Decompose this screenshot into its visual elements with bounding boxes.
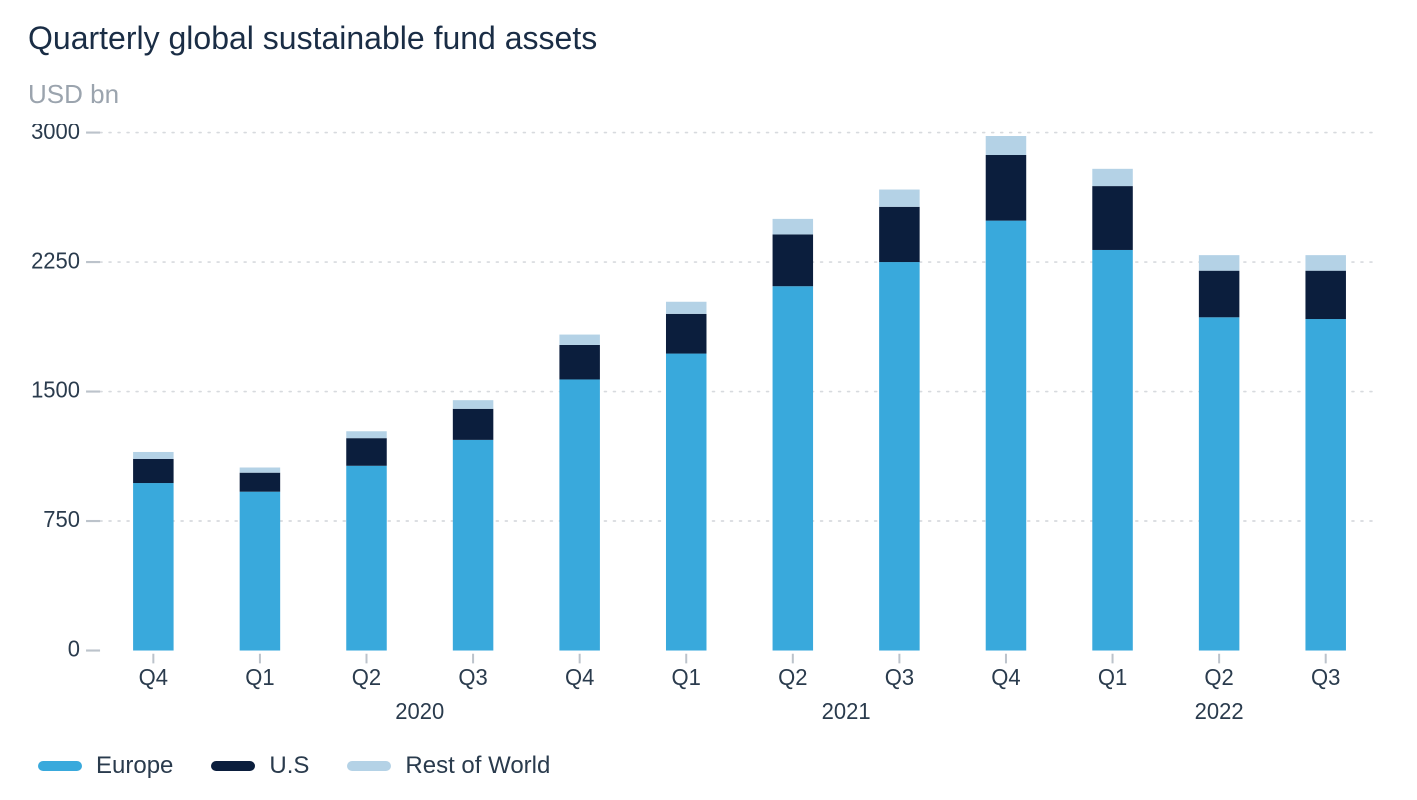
x-axis-quarter-label: Q3 — [458, 663, 487, 690]
x-axis-year-label: 2022 — [1195, 697, 1244, 724]
y-axis-label: 750 — [43, 506, 80, 533]
chart-legend: Europe U.S Rest of World — [28, 752, 1389, 780]
bar-segment — [986, 136, 1026, 155]
bar-segment — [346, 466, 386, 651]
bar-segment — [133, 459, 173, 483]
legend-label: Europe — [96, 752, 173, 780]
x-axis-quarter-label: Q1 — [672, 663, 701, 690]
y-axis-label: 2250 — [31, 247, 80, 274]
stacked-bar-chart: 0 750 1500 2250 3000 Q4 Q1 Q2 Q3 Q4 Q1 Q2 Q3 Q4 Q1 Q2 Q3… — [28, 124, 1389, 734]
x-axis-year-label: 2021 — [822, 697, 871, 724]
bar-segment — [133, 483, 173, 650]
bar-segment — [453, 400, 493, 409]
bar-segment — [240, 492, 280, 651]
legend-label: U.S — [269, 752, 309, 780]
legend-item: U.S — [211, 752, 309, 780]
bar-segment — [559, 345, 599, 380]
bar-segment — [879, 262, 919, 650]
bar-segment — [666, 314, 706, 354]
bar-segment — [1092, 186, 1132, 250]
legend-item: Rest of World — [347, 752, 550, 780]
chart-title: Quarterly global sustainable fund assets — [28, 20, 1389, 57]
x-axis-quarter-label: Q2 — [352, 663, 381, 690]
y-axis-label: 1500 — [31, 376, 80, 403]
bar-segment — [1199, 317, 1239, 650]
bar-segment — [1092, 169, 1132, 186]
legend-swatch — [347, 761, 391, 771]
y-axis-label: 0 — [68, 635, 80, 662]
y-axis-label: 3000 — [31, 124, 80, 144]
bar-segment — [346, 431, 386, 438]
bar-segment — [240, 468, 280, 473]
bar-segment — [1092, 250, 1132, 651]
legend-label: Rest of World — [405, 752, 550, 780]
bar-segment — [773, 286, 813, 650]
bar-segment — [133, 452, 173, 459]
bar-segment — [1305, 255, 1345, 271]
bar-segment — [240, 473, 280, 492]
legend-swatch — [211, 761, 255, 771]
legend-swatch — [38, 761, 82, 771]
bar-segment — [986, 155, 1026, 221]
x-axis-quarter-label: Q2 — [1204, 663, 1233, 690]
bar-segment — [1199, 271, 1239, 318]
bar-segment — [773, 234, 813, 286]
chart-container: Quarterly global sustainable fund assets… — [0, 0, 1417, 800]
bar-segment — [666, 354, 706, 651]
bar-segment — [559, 379, 599, 650]
bar-segment — [346, 438, 386, 466]
bar-segment — [1305, 319, 1345, 650]
bar-segment — [986, 221, 1026, 651]
bar-segment — [666, 302, 706, 314]
bar-segment — [1199, 255, 1239, 271]
x-axis-quarter-label: Q4 — [139, 663, 168, 690]
chart-subtitle: USD bn — [28, 79, 1389, 110]
x-axis-quarter-label: Q4 — [991, 663, 1020, 690]
x-axis-quarter-label: Q3 — [885, 663, 914, 690]
legend-item: Europe — [38, 752, 173, 780]
bar-segment — [1305, 271, 1345, 319]
x-axis-quarter-label: Q1 — [245, 663, 274, 690]
bar-segment — [453, 409, 493, 440]
bar-segment — [879, 190, 919, 207]
bar-segment — [879, 207, 919, 262]
x-axis-quarter-label: Q4 — [565, 663, 594, 690]
bar-segment — [453, 440, 493, 651]
bar-segment — [559, 335, 599, 345]
bar-segment — [773, 219, 813, 235]
x-axis-quarter-label: Q3 — [1311, 663, 1340, 690]
x-axis-quarter-label: Q1 — [1098, 663, 1127, 690]
x-axis-quarter-label: Q2 — [778, 663, 807, 690]
x-axis-year-label: 2020 — [395, 697, 444, 724]
